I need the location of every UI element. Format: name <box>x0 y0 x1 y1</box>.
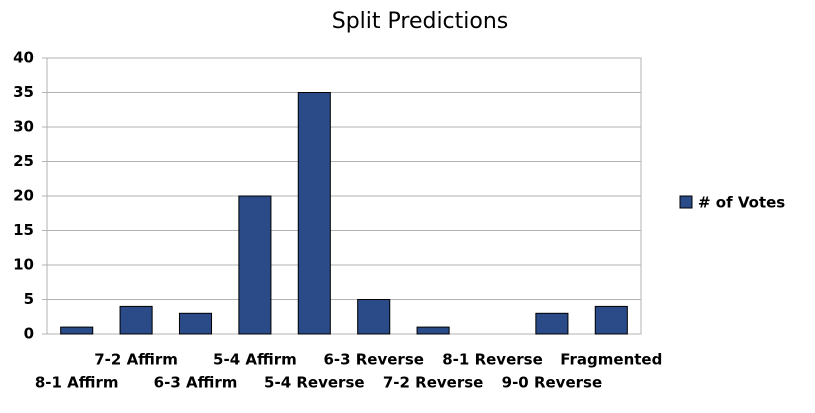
bar <box>297 92 331 335</box>
bar <box>60 326 94 335</box>
y-tick-label: 15 <box>13 221 34 239</box>
x-tick-label: 9-0 Reverse <box>502 374 603 392</box>
x-tick-label: 8-1 Reverse <box>442 351 543 369</box>
x-tick-label: 7-2 Reverse <box>383 374 484 392</box>
x-tick-label: 5-4 Affirm <box>213 351 297 369</box>
x-tick-label: 8-1 Affirm <box>35 374 119 392</box>
bar <box>357 299 391 335</box>
x-tick-label: 6-3 Reverse <box>323 351 424 369</box>
legend-label: # of Votes <box>698 194 785 212</box>
y-tick-label: 35 <box>13 83 34 101</box>
y-tick-label: 30 <box>13 118 34 136</box>
bar <box>416 326 450 335</box>
x-tick-label: 7-2 Affirm <box>94 351 178 369</box>
y-tick-label: 20 <box>13 187 34 205</box>
bar <box>238 195 272 335</box>
x-tick-label: Fragmented <box>560 351 662 369</box>
y-tick-label: 10 <box>13 256 34 274</box>
y-tick-label: 5 <box>24 290 34 308</box>
chart-title: Split Predictions <box>332 9 509 34</box>
y-tick-label: 25 <box>13 152 34 170</box>
y-tick-label: 0 <box>24 325 34 343</box>
legend-swatch <box>679 195 693 209</box>
bar <box>119 305 153 335</box>
x-tick-label: 6-3 Affirm <box>154 374 238 392</box>
bar <box>594 305 628 335</box>
x-tick-label: 5-4 Reverse <box>264 374 365 392</box>
bar <box>535 312 569 335</box>
bar <box>178 312 213 335</box>
y-tick-label: 40 <box>13 49 34 67</box>
